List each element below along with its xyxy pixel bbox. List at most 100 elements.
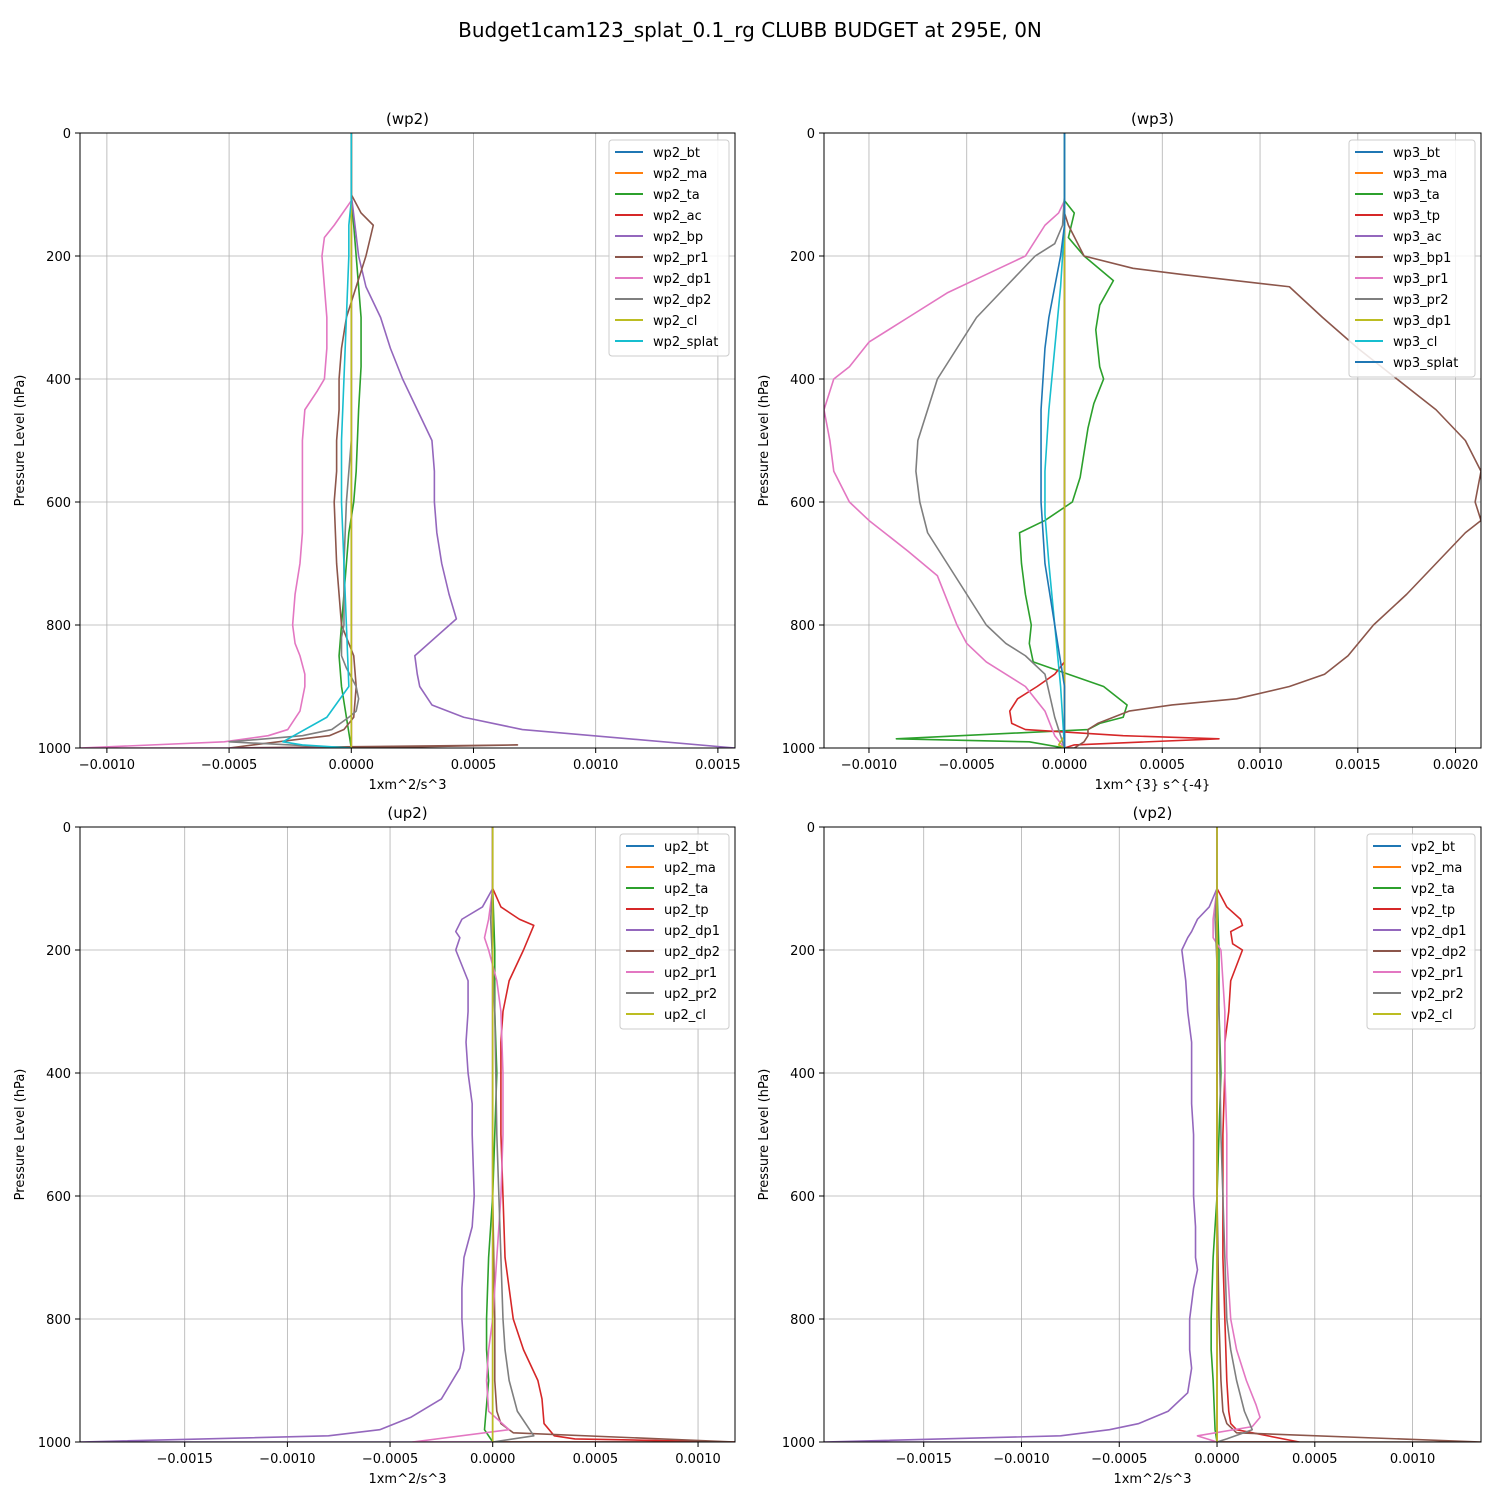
legend-label: up2_pr1 (664, 966, 717, 981)
legend-label: vp2_pr2 (1411, 987, 1464, 1002)
x-axis-label: 1xm^2/s^3 (368, 778, 446, 793)
legend-label: wp3_ac (1393, 230, 1442, 245)
x-tick-label: 0.0010 (1237, 758, 1283, 773)
y-tick-label: 400 (790, 373, 815, 388)
x-tick-label: 0.0005 (1292, 1452, 1338, 1467)
subplot-0: −0.0010 −0.0005 0.0000 0.0005 0.0010 0.0015 0 2… (13, 110, 741, 793)
y-tick-label: 600 (790, 1190, 815, 1205)
legend-label: wp3_bp1 (1393, 251, 1451, 266)
y-axis-label: Pressure Level (hPa) (13, 1069, 28, 1201)
y-tick-label: 600 (790, 496, 815, 511)
subplot-title: (wp3) (1131, 110, 1174, 128)
x-tick-label: 0.0000 (470, 1452, 516, 1467)
x-tick-label: −0.0010 (259, 1452, 315, 1467)
axes-frame (823, 826, 1482, 1443)
y-tick-label: 800 (46, 619, 71, 634)
y-tick-label: 600 (46, 1190, 71, 1205)
series-line-up2_dp1 (80, 827, 494, 1442)
subplot-title: (vp2) (1133, 804, 1173, 822)
y-tick-label: 0 (807, 127, 815, 142)
x-axis-label: 1xm^{3} s^{-4} (1095, 778, 1211, 793)
legend-label: wp2_splat (653, 335, 718, 350)
legend-label: up2_dp2 (664, 945, 720, 960)
series-line-wp3_splat (1040, 133, 1066, 748)
x-tick-label: −0.0005 (362, 1452, 418, 1467)
series-line-wp3_pr1 (824, 133, 1066, 748)
legend-label: vp2_dp2 (1411, 945, 1467, 960)
y-tick-label: 1000 (38, 742, 71, 757)
x-tick-label: 0.0020 (1433, 758, 1479, 773)
subplot-1: −0.0010 −0.0005 0.0000 0.0005 0.0010 0.0015 0.… (757, 110, 1482, 793)
x-tick-label: 0.0000 (1042, 758, 1088, 773)
y-tick-label: 800 (790, 1313, 815, 1328)
x-tick-label: 0.0000 (1194, 1452, 1240, 1467)
subplot-2: −0.0015 −0.0010 −0.0005 0.0000 0.0005 0.0010 0… (13, 804, 736, 1487)
legend-label: vp2_ma (1411, 861, 1462, 876)
x-tick-label: 0.0010 (573, 758, 619, 773)
y-tick-label: 800 (46, 1313, 71, 1328)
x-tick-label: −0.0015 (157, 1452, 213, 1467)
y-axis-label: Pressure Level (hPa) (13, 375, 28, 507)
series-line-wp2_ta (338, 133, 362, 748)
series-line-up2_pr2 (489, 827, 535, 1442)
x-axis-label: 1xm^2/s^3 (1113, 1472, 1191, 1487)
series-group (80, 133, 735, 748)
y-tick-label: 0 (63, 127, 71, 142)
series-line-wp3_pr2 (915, 133, 1066, 748)
x-tick-label: −0.0005 (939, 758, 995, 773)
legend-label: vp2_bt (1411, 840, 1455, 855)
y-tick-label: 1000 (38, 1436, 71, 1451)
series-line-wp2_dp1 (80, 133, 353, 748)
series-group (80, 827, 735, 1442)
x-tick-label: 0.0005 (451, 758, 497, 773)
legend-label: wp2_ma (653, 167, 707, 182)
series-line-vp2_pr1 (1196, 827, 1261, 1442)
y-tick-label: 200 (790, 250, 815, 265)
legend-label: up2_ta (664, 882, 708, 897)
x-tick-label: 0.0005 (573, 1452, 619, 1467)
legend-label: up2_cl (664, 1008, 706, 1023)
x-tick-label: 0.0015 (695, 758, 741, 773)
legend-label: up2_ma (664, 861, 716, 876)
y-axis-label: Pressure Level (hPa) (757, 375, 772, 507)
axes-frame (79, 132, 736, 749)
legend-label: vp2_ta (1411, 882, 1455, 897)
x-tick-label: 0.0010 (1390, 1452, 1436, 1467)
legend-box (619, 833, 730, 1030)
y-tick-label: 400 (46, 1067, 71, 1082)
legend-label: vp2_tp (1411, 903, 1455, 918)
legend-label: up2_pr2 (664, 987, 717, 1002)
x-tick-label: 0.0005 (1140, 758, 1186, 773)
legend-label: wp2_pr1 (653, 251, 709, 266)
x-tick-label: −0.0005 (1091, 1452, 1147, 1467)
series-line-wp2_pr1 (228, 133, 519, 748)
legend-label: wp3_cl (1393, 335, 1437, 350)
x-tick-label: −0.0005 (201, 758, 257, 773)
x-tick-label: 0.0015 (1335, 758, 1381, 773)
legend-label: wp2_dp1 (653, 272, 711, 287)
legend: up2_bt up2_ma up2_ta up2_tp up2_dp1 up2_dp2up… (619, 833, 730, 1030)
y-tick-label: 200 (46, 944, 71, 959)
axes-frame (79, 826, 736, 1443)
series-line-vp2_pr2 (1214, 827, 1254, 1442)
series-line-wp2_bp (350, 133, 735, 748)
x-tick-label: 0.0000 (329, 758, 375, 773)
series-group (824, 133, 1481, 748)
legend-label: wp2_ta (653, 188, 700, 203)
legend-label: wp3_ma (1393, 167, 1447, 182)
series-line-wp3_ta (895, 133, 1128, 748)
legend-label: wp2_ac (653, 209, 702, 224)
x-tick-label: −0.0010 (79, 758, 135, 773)
legend-label: wp3_bt (1393, 146, 1440, 161)
y-tick-label: 600 (46, 496, 71, 511)
x-tick-label: −0.0010 (993, 1452, 1049, 1467)
legend-label: wp3_dp1 (1393, 314, 1451, 329)
legend-label: wp2_bt (653, 146, 700, 161)
legend-label: wp3_pr2 (1393, 293, 1449, 308)
series-line-up2_tp (491, 827, 735, 1442)
legend-label: wp3_splat (1393, 356, 1458, 371)
figure-title: Budget1cam123_splat_0.1_rg CLUBB BUDGET … (458, 18, 1042, 42)
legend-box (1366, 833, 1476, 1030)
series-line-wp2_splat (282, 133, 353, 748)
